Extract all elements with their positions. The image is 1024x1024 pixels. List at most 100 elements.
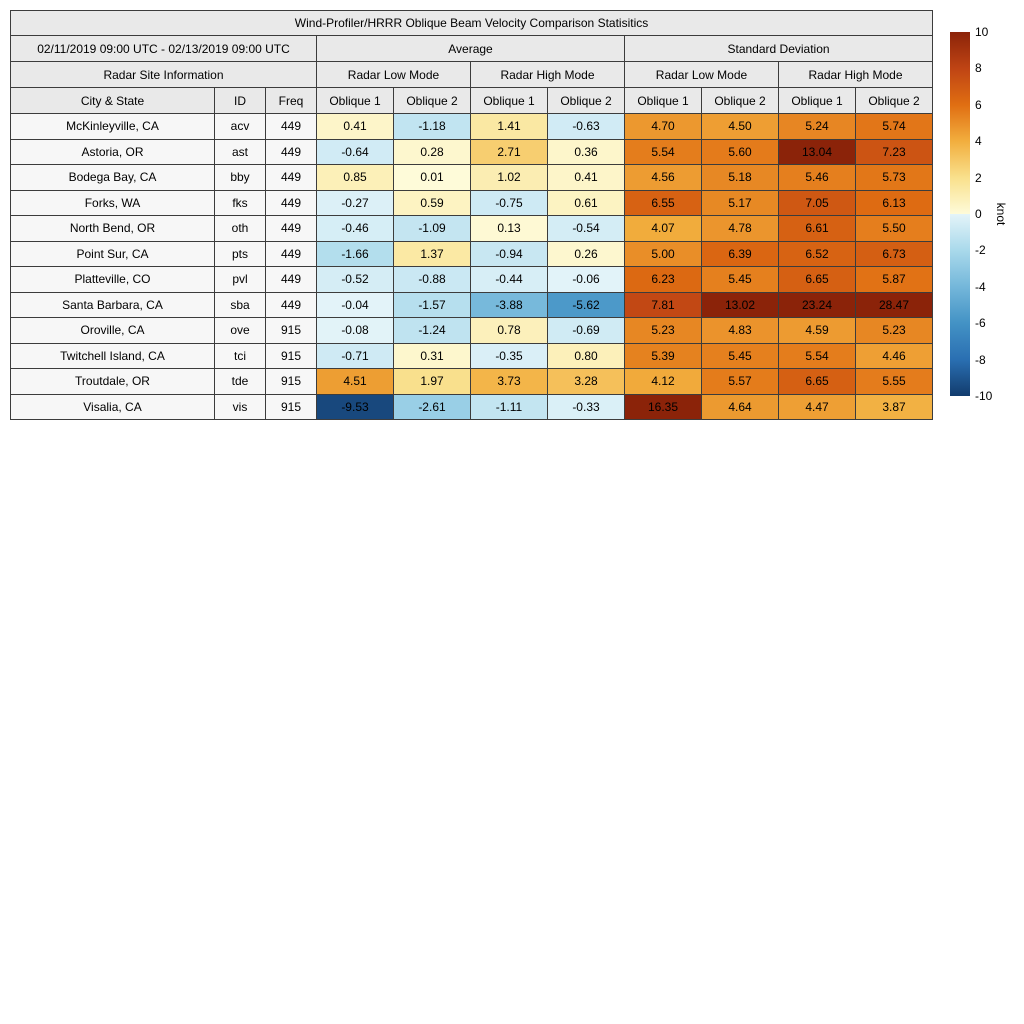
cell-std-low-oblique1: 4.70 [624, 113, 702, 140]
cell-id: tde [214, 368, 266, 395]
col-header-avg-low-oblique1: Oblique 1 [316, 87, 394, 114]
cell-city-state: North Bend, OR [10, 215, 215, 242]
cell-id: ove [214, 317, 266, 344]
cell-avg-low-oblique1: 4.51 [316, 368, 394, 395]
cell-avg-high-oblique2: 0.36 [547, 138, 625, 165]
cell-avg-high-oblique2: 0.61 [547, 189, 625, 216]
colorbar-tick-label: 8 [975, 61, 982, 76]
table-row: Troutdale, OR tde 915 4.51 1.97 3.73 3.28 4.12 5… [10, 368, 934, 395]
cell-std-high-oblique1: 13.04 [778, 138, 856, 165]
cell-std-high-oblique1: 6.61 [778, 215, 856, 242]
col-header-avg-low-oblique2: Oblique 2 [393, 87, 471, 114]
cell-id: tci [214, 342, 266, 369]
cell-std-low-oblique2: 4.64 [701, 393, 779, 420]
cell-std-low-oblique1: 4.12 [624, 368, 702, 395]
table-row: North Bend, OR oth 449 -0.46 -1.09 0.13 -0.54 4… [10, 215, 934, 242]
cell-std-high-oblique1: 5.54 [778, 342, 856, 369]
cell-std-low-oblique2: 5.60 [701, 138, 779, 165]
cell-std-low-oblique2: 5.17 [701, 189, 779, 216]
cell-city-state: Santa Barbara, CA [10, 291, 215, 318]
table-row: Visalia, CA vis 915 -9.53 -2.61 -1.11 -0.33 16.… [10, 393, 934, 420]
colorbar-tick-label: -2 [975, 243, 986, 258]
col-header-avg-high-oblique1: Oblique 1 [470, 87, 548, 114]
cell-avg-high-oblique1: -0.35 [470, 342, 548, 369]
cell-std-low-oblique2: 13.02 [701, 291, 779, 318]
table-row: Astoria, OR ast 449 -0.64 0.28 2.71 0.36 5.54 5.… [10, 138, 934, 165]
col-header-std-low-oblique1: Oblique 1 [624, 87, 702, 114]
cell-std-low-oblique1: 6.23 [624, 266, 702, 293]
cell-freq: 449 [265, 164, 317, 191]
cell-avg-low-oblique2: -2.61 [393, 393, 471, 420]
cell-city-state: Oroville, CA [10, 317, 215, 344]
group-header-row-1: 02/11/2019 09:00 UTC - 02/13/2019 09:00 … [10, 35, 934, 62]
cell-avg-low-oblique2: -0.88 [393, 266, 471, 293]
cell-std-high-oblique2: 3.87 [854, 393, 934, 420]
cell-avg-low-oblique2: 0.31 [393, 342, 471, 369]
cell-std-high-oblique2: 5.74 [854, 113, 934, 140]
cell-avg-high-oblique2: 0.26 [547, 240, 625, 267]
group-header-row-2: Radar Site Information Radar Low Mode Ra… [10, 61, 934, 88]
cell-city-state: Bodega Bay, CA [10, 164, 215, 191]
cell-avg-low-oblique2: -1.57 [393, 291, 471, 318]
cell-std-low-oblique1: 16.35 [624, 393, 702, 420]
cell-std-high-oblique2: 5.55 [854, 368, 934, 395]
colorbar-tick-label: 6 [975, 97, 982, 112]
colorbar-tick-label: -10 [975, 389, 993, 403]
cell-id: fks [214, 189, 266, 216]
col-header-std-high-oblique1: Oblique 1 [778, 87, 856, 114]
cell-std-high-oblique1: 4.47 [778, 393, 856, 420]
cell-avg-high-oblique1: 0.78 [470, 317, 548, 344]
cell-std-high-oblique2: 28.47 [854, 291, 934, 318]
cell-city-state: Forks, WA [10, 189, 215, 216]
col-header-std-low-oblique2: Oblique 2 [701, 87, 779, 114]
table-row: Point Sur, CA pts 449 -1.66 1.37 -0.94 0.26 5.0… [10, 240, 934, 267]
cell-avg-high-oblique2: 0.80 [547, 342, 625, 369]
cell-avg-high-oblique1: -3.88 [470, 291, 548, 318]
cell-std-high-oblique2: 5.50 [854, 215, 934, 242]
colorbar-tick-label: 0 [975, 207, 982, 221]
cell-std-high-oblique2: 5.23 [854, 317, 934, 344]
cell-avg-low-oblique2: 0.28 [393, 138, 471, 165]
cell-freq: 449 [265, 291, 317, 318]
cell-avg-low-oblique1: -9.53 [316, 393, 394, 420]
cell-avg-low-oblique2: 1.97 [393, 368, 471, 395]
cell-std-low-oblique1: 5.39 [624, 342, 702, 369]
cell-std-high-oblique1: 5.46 [778, 164, 856, 191]
cell-std-low-oblique2: 6.39 [701, 240, 779, 267]
figure-title: Wind-Profiler/HRRR Oblique Beam Velocity… [9, 10, 934, 36]
colorbar-tick-label: 2 [975, 170, 982, 185]
cell-std-low-oblique1: 5.00 [624, 240, 702, 267]
colorbar-tick-label: -6 [975, 316, 986, 331]
cell-city-state: Visalia, CA [10, 393, 215, 420]
cell-std-low-oblique2: 4.78 [701, 215, 779, 242]
stats-table: Wind-Profiler/HRRR Oblique Beam Velocity… [9, 10, 934, 420]
cell-std-low-oblique1: 5.23 [624, 317, 702, 344]
cell-std-high-oblique2: 6.73 [854, 240, 934, 267]
cell-avg-low-oblique1: -0.04 [316, 291, 394, 318]
table-row: Bodega Bay, CA bby 449 0.85 0.01 1.02 0.41 4.56… [10, 164, 934, 191]
date-range: 02/11/2019 09:00 UTC - 02/13/2019 09:00 … [10, 35, 317, 62]
cell-std-low-oblique2: 4.83 [701, 317, 779, 344]
cell-city-state: Astoria, OR [10, 138, 215, 165]
cell-freq: 449 [265, 138, 317, 165]
cell-std-high-oblique2: 5.87 [854, 266, 934, 293]
cell-id: bby [214, 164, 266, 191]
cell-std-low-oblique2: 5.45 [701, 266, 779, 293]
cell-std-high-oblique1: 23.24 [778, 291, 856, 318]
col-header-avg-high-oblique2: Oblique 2 [547, 87, 625, 114]
cell-freq: 449 [265, 266, 317, 293]
cell-freq: 915 [265, 393, 317, 420]
group-header-std-radar-high-mode: Radar High Mode [777, 61, 934, 88]
cell-std-high-oblique1: 7.05 [778, 189, 856, 216]
colorbar-gradient [950, 32, 970, 396]
cell-avg-low-oblique2: 1.37 [393, 240, 471, 267]
cell-std-low-oblique1: 7.81 [624, 291, 702, 318]
cell-id: acv [214, 113, 266, 140]
col-header-std-high-oblique2: Oblique 2 [854, 87, 934, 114]
cell-std-high-oblique2: 5.73 [854, 164, 934, 191]
cell-avg-high-oblique1: -0.94 [470, 240, 548, 267]
cell-avg-low-oblique1: 0.41 [316, 113, 394, 140]
cell-std-high-oblique1: 4.59 [778, 317, 856, 344]
cell-city-state: Troutdale, OR [10, 368, 215, 395]
cell-id: ast [214, 138, 266, 165]
